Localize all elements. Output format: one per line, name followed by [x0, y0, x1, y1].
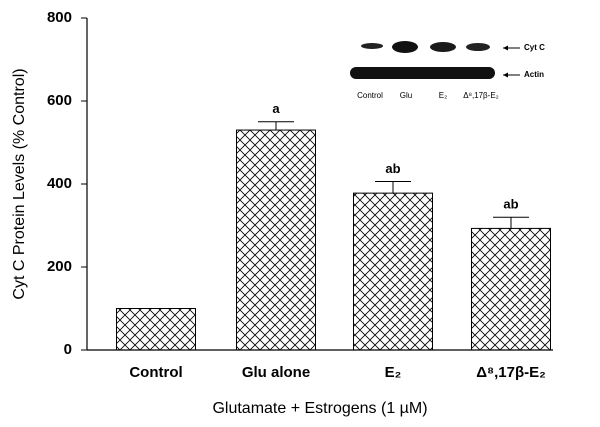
- x-tick-label: E₂: [385, 364, 402, 381]
- blot-band: [430, 42, 456, 52]
- bar: [236, 129, 316, 351]
- y-tick-label: 0: [64, 341, 72, 358]
- blot-band: [350, 67, 495, 79]
- blot-band: [466, 43, 490, 51]
- annotation: ab: [503, 197, 518, 212]
- arrow-head: [503, 72, 508, 78]
- bar: [116, 308, 196, 351]
- x-tick-label: Δ⁸,17β-E₂: [476, 364, 546, 381]
- x-axis-label: Glutamate + Estrogens (1 µM): [212, 400, 427, 417]
- lane-label: Glu: [400, 91, 412, 100]
- y-tick-label: 400: [47, 175, 72, 192]
- y-tick-label: 800: [47, 9, 72, 26]
- band-label: Actin: [524, 70, 544, 79]
- x-tick-label: Control: [129, 364, 182, 381]
- y-axis-label: Cyt C Protein Levels (% Control): [11, 68, 28, 299]
- annotation: a: [272, 101, 280, 116]
- bar: [471, 227, 551, 351]
- annotation: ab: [385, 161, 400, 176]
- lane-label: E₂: [439, 91, 447, 100]
- lane-label: Control: [357, 91, 383, 100]
- band-label: Cyt C: [524, 43, 545, 52]
- x-tick-label: Glu alone: [242, 364, 310, 381]
- lane-label: Δ⁸,17β-E₂: [463, 91, 499, 100]
- y-tick-label: 200: [47, 258, 72, 275]
- arrow-head: [503, 45, 508, 51]
- y-tick-label: 600: [47, 92, 72, 109]
- bar: [353, 192, 433, 351]
- blot-band: [392, 41, 418, 53]
- blot-band: [361, 43, 383, 49]
- blot-inset: [350, 41, 520, 79]
